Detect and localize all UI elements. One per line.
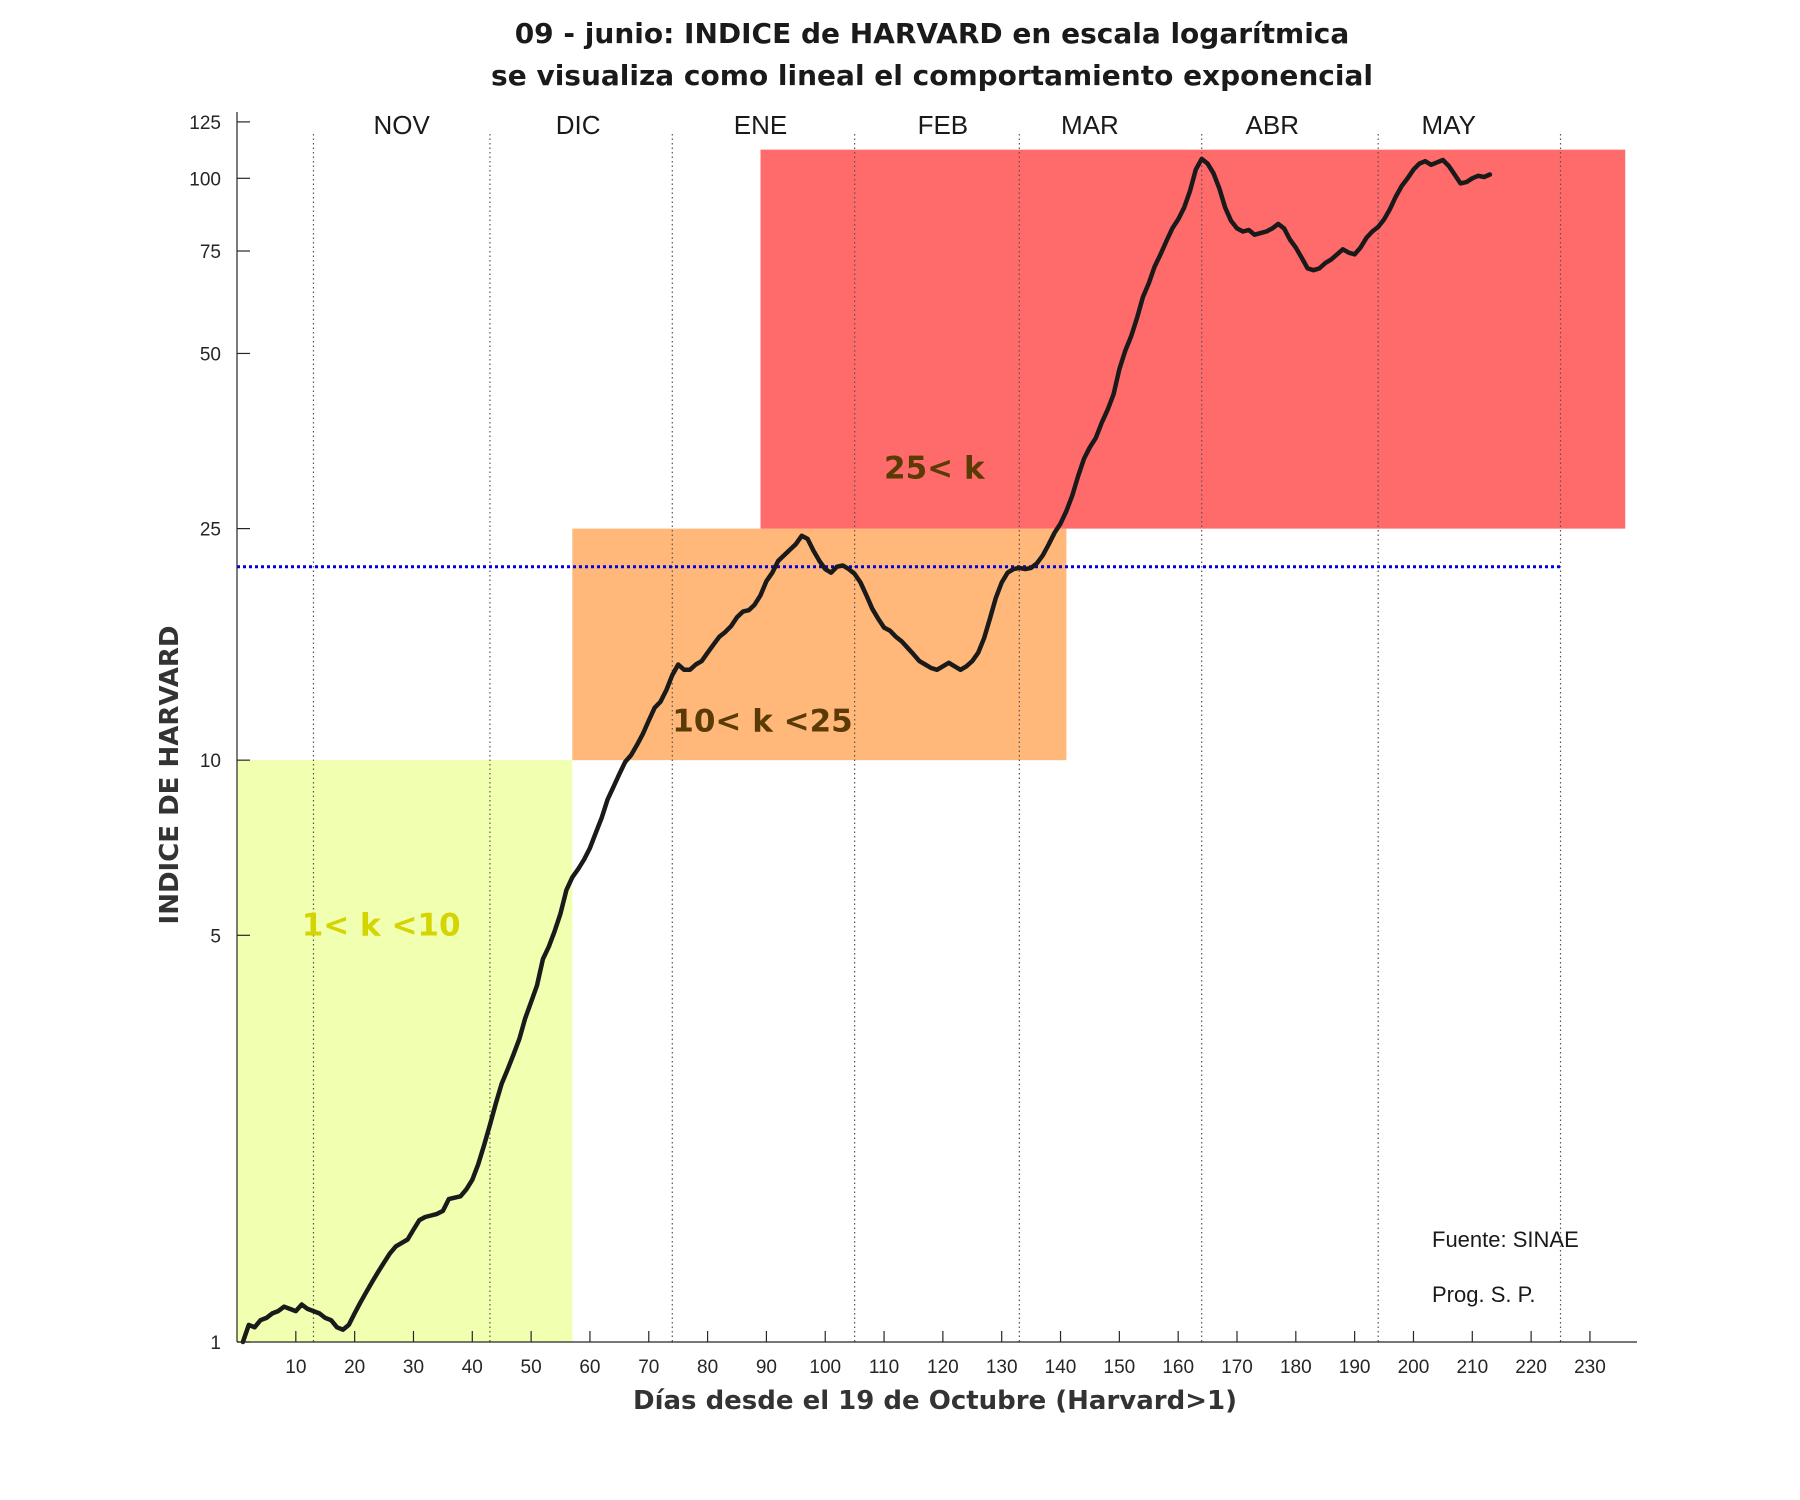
x-tick-label-10: 10 [285,1357,306,1378]
x-tick-label-230: 230 [1574,1357,1606,1378]
x-tick-label-150: 150 [1104,1357,1136,1378]
x-tick-label-110: 110 [869,1357,899,1378]
x-tick-label-200: 200 [1398,1357,1430,1378]
y-tick-label-1: 1 [210,1333,221,1354]
zones-layer [237,149,1626,1342]
month-label-6: MAY [1422,110,1476,140]
zone-label-1: 10< k <25 [672,704,852,740]
y-ticks-layer: 1 5 10 25 50 75 100 125 [189,113,250,1354]
y-tick-label-10: 10 [200,751,221,772]
chart-title: 09 - junio: INDICE de HARVARD en escala … [515,17,1350,50]
x-tick-label-180: 180 [1280,1357,1312,1378]
y-tick-label-75: 75 [200,242,221,263]
x-tick-label-130: 130 [986,1357,1018,1378]
zone-label-2: 25< k [884,450,986,486]
author-note: Prog. S. P. [1432,1282,1536,1307]
x-tick-label-30: 30 [403,1357,424,1378]
series-line-0 [240,156,1493,1345]
zone-2 [760,149,1626,529]
month-label-5: ABR [1246,110,1299,140]
zone-0 [237,760,573,1342]
month-label-4: MAR [1061,110,1119,140]
y-axis-label: INDICE DE HARVARD [155,626,185,925]
chart-subtitle: se visualiza como lineal el comportamien… [491,59,1373,92]
y-tick-label-5: 5 [210,926,221,947]
x-tick-label-100: 100 [809,1357,841,1378]
x-tick-label-210: 210 [1456,1357,1488,1378]
x-tick-label-160: 160 [1162,1357,1194,1378]
month-lines-layer [312,134,1562,1342]
zone-labels-layer: 1< k <10 10< k <25 25< k [302,450,986,943]
month-label-0: NOV [374,110,431,140]
y-tick-label-125: 125 [189,113,221,134]
y-tick-label-100: 100 [189,169,221,190]
x-tick-label-220: 220 [1515,1357,1547,1378]
month-label-2: ENE [734,110,787,140]
source-note: Fuente: SINAE [1432,1227,1579,1252]
x-tick-label-90: 90 [756,1357,777,1378]
month-label-1: DIC [556,110,601,140]
x-tick-label-50: 50 [521,1357,542,1378]
x-ticks-layer: 10 20 30 40 50 60 70 80 90 100 110 120 130 140 150 160 1… [285,1331,1606,1378]
x-tick-label-140: 140 [1045,1357,1077,1378]
zone-label-0: 1< k <10 [302,907,461,943]
axes-layer [236,112,1637,1343]
y-tick-label-50: 50 [200,344,221,365]
series-layer [240,156,1493,1345]
x-tick-label-70: 70 [638,1357,659,1378]
x-tick-label-190: 190 [1339,1357,1371,1378]
month-labels-layer: NOV DIC ENE FEB MAR ABR MAY [374,110,1476,140]
x-tick-label-80: 80 [697,1357,718,1378]
month-label-3: FEB [918,110,969,140]
x-tick-label-60: 60 [579,1357,600,1378]
y-tick-label-25: 25 [200,520,221,541]
x-axis-label: Días desde el 19 de Octubre (Harvard>1) [633,1386,1237,1416]
x-tick-label-40: 40 [462,1357,483,1378]
x-tick-label-20: 20 [344,1357,365,1378]
x-tick-label-120: 120 [927,1357,959,1378]
x-tick-label-170: 170 [1221,1357,1253,1378]
